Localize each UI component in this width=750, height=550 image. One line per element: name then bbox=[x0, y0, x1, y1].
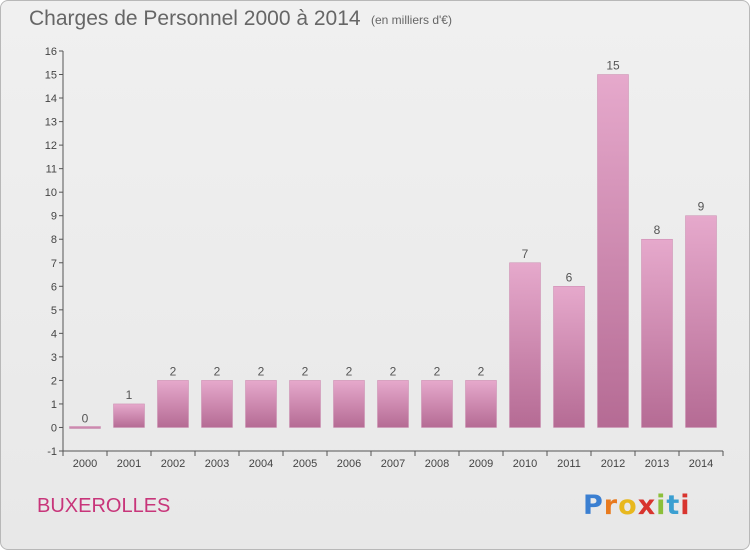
proxiti-logo[interactable]: Proxiti bbox=[583, 490, 691, 521]
bar-2008 bbox=[421, 380, 453, 428]
data-label: 2 bbox=[170, 364, 177, 378]
x-tick-label: 2011 bbox=[557, 458, 581, 470]
y-tick-label: 8 bbox=[51, 234, 57, 246]
data-label: 1 bbox=[126, 388, 133, 402]
x-tick-label: 2012 bbox=[601, 458, 625, 470]
x-tick-label: 2014 bbox=[689, 458, 713, 470]
bar-2013 bbox=[641, 238, 673, 428]
data-label: 0 bbox=[82, 411, 89, 425]
data-label: 15 bbox=[606, 59, 620, 73]
y-tick-label: -1 bbox=[47, 446, 57, 458]
data-label: 9 bbox=[698, 200, 705, 214]
y-tick-label: 6 bbox=[51, 281, 57, 293]
bar-2002 bbox=[157, 380, 189, 428]
logo-letter: x bbox=[637, 490, 657, 521]
data-label: 2 bbox=[258, 364, 265, 378]
y-tick-label: 13 bbox=[45, 117, 57, 129]
x-tick-label: 2007 bbox=[381, 458, 405, 470]
bar-2012 bbox=[597, 74, 629, 428]
chart-labels: 2000 0 2001 1 2002 2 2003 2 2004 2 2005 2 2006 2 2007 2… bbox=[73, 59, 713, 470]
bar-2006 bbox=[333, 380, 365, 428]
bar-2003 bbox=[201, 380, 233, 428]
logo-letter: i bbox=[656, 490, 667, 521]
logo-letter: r bbox=[603, 490, 619, 521]
data-label: 7 bbox=[522, 247, 529, 261]
y-tick-label: 3 bbox=[51, 352, 57, 364]
data-label: 2 bbox=[302, 364, 309, 378]
chart-bars bbox=[69, 74, 717, 429]
y-tick-label: 4 bbox=[51, 328, 57, 340]
y-tick-label: 0 bbox=[51, 422, 57, 434]
logo-letter: t bbox=[666, 490, 681, 521]
x-tick-label: 2010 bbox=[513, 458, 537, 470]
x-tick-label: 2013 bbox=[645, 458, 669, 470]
data-label: 2 bbox=[346, 364, 353, 378]
data-label: 8 bbox=[654, 223, 661, 237]
bar-2009 bbox=[465, 380, 497, 428]
data-label: 2 bbox=[478, 364, 485, 378]
x-tick-label: 2004 bbox=[249, 458, 273, 470]
y-tick-label: 14 bbox=[45, 93, 57, 105]
bar-2011 bbox=[553, 286, 585, 428]
bar-2000 bbox=[69, 426, 101, 429]
y-tick-label: 11 bbox=[46, 164, 57, 176]
y-tick-label: 5 bbox=[51, 305, 57, 317]
bar-2004 bbox=[245, 380, 277, 428]
data-label: 2 bbox=[214, 364, 221, 378]
bar-2005 bbox=[289, 380, 321, 428]
x-tick-label: 2002 bbox=[161, 458, 185, 470]
y-tick-label: 16 bbox=[45, 46, 57, 58]
commune-name: BUXEROLLES bbox=[37, 495, 171, 517]
logo-letter: o bbox=[618, 490, 638, 521]
chart-title: Charges de Personnel 2000 à 2014 bbox=[29, 7, 361, 30]
y-tick-label: 10 bbox=[45, 187, 57, 199]
chart-subtitle: (en milliers d'€) bbox=[371, 13, 452, 27]
data-label: 2 bbox=[434, 364, 441, 378]
y-tick-label: 1 bbox=[51, 399, 57, 411]
y-tick-label: 7 bbox=[51, 258, 57, 270]
x-tick-label: 2005 bbox=[293, 458, 317, 470]
data-label: 2 bbox=[390, 364, 397, 378]
x-tick-label: 2000 bbox=[73, 458, 97, 470]
x-tick-label: 2006 bbox=[337, 458, 361, 470]
x-tick-label: 2009 bbox=[469, 458, 493, 470]
bar-2010 bbox=[509, 262, 541, 428]
x-tick-label: 2001 bbox=[117, 458, 141, 470]
bar-2001 bbox=[113, 403, 145, 428]
x-tick-label: 2008 bbox=[425, 458, 449, 470]
bar-2014 bbox=[685, 215, 717, 428]
logo-letter: P bbox=[583, 490, 604, 521]
logo-letter: i bbox=[680, 490, 691, 521]
y-tick-label: 12 bbox=[45, 140, 57, 152]
bar-2007 bbox=[377, 380, 409, 428]
data-label: 6 bbox=[566, 270, 573, 284]
y-tick-label: 9 bbox=[51, 211, 57, 223]
x-tick-label: 2003 bbox=[205, 458, 229, 470]
y-tick-label: 15 bbox=[45, 70, 57, 82]
y-tick-label: 2 bbox=[51, 375, 57, 387]
